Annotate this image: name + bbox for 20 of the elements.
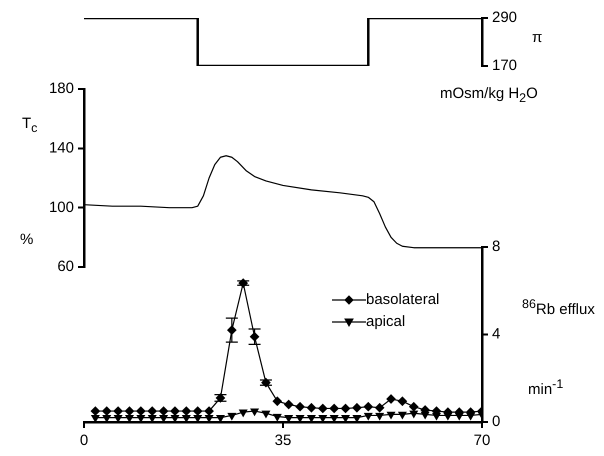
y-tick-label: 180: [48, 80, 74, 98]
text: min$^{-1}$: [528, 377, 564, 398]
y-tick-label: 4: [492, 326, 500, 343]
y-tick-label: 100: [48, 198, 74, 216]
x-tick-label: 0: [80, 432, 88, 450]
y-tick-label: 170: [492, 57, 518, 74]
y-tick-label: 8: [492, 238, 500, 256]
y-tick-label: 140: [48, 139, 74, 156]
y-tick-label: 290: [492, 9, 518, 26]
legend-label: apical: [366, 313, 406, 330]
y-axis-title: $^{86}$Rb efflux: [522, 297, 595, 318]
text: %: [20, 231, 34, 248]
legend-label: basolateral: [366, 291, 440, 308]
y-axis-title: π: [532, 29, 542, 46]
x-tick-label: 70: [474, 432, 490, 450]
annotation: mOsm/kg H$_{2}$O: [440, 85, 538, 105]
y-tick-label: 60: [57, 258, 74, 276]
y-axis-title: T$_{c}$: [22, 115, 38, 135]
y-tick-label: 0: [492, 413, 500, 430]
x-tick-label: 35: [274, 432, 292, 450]
